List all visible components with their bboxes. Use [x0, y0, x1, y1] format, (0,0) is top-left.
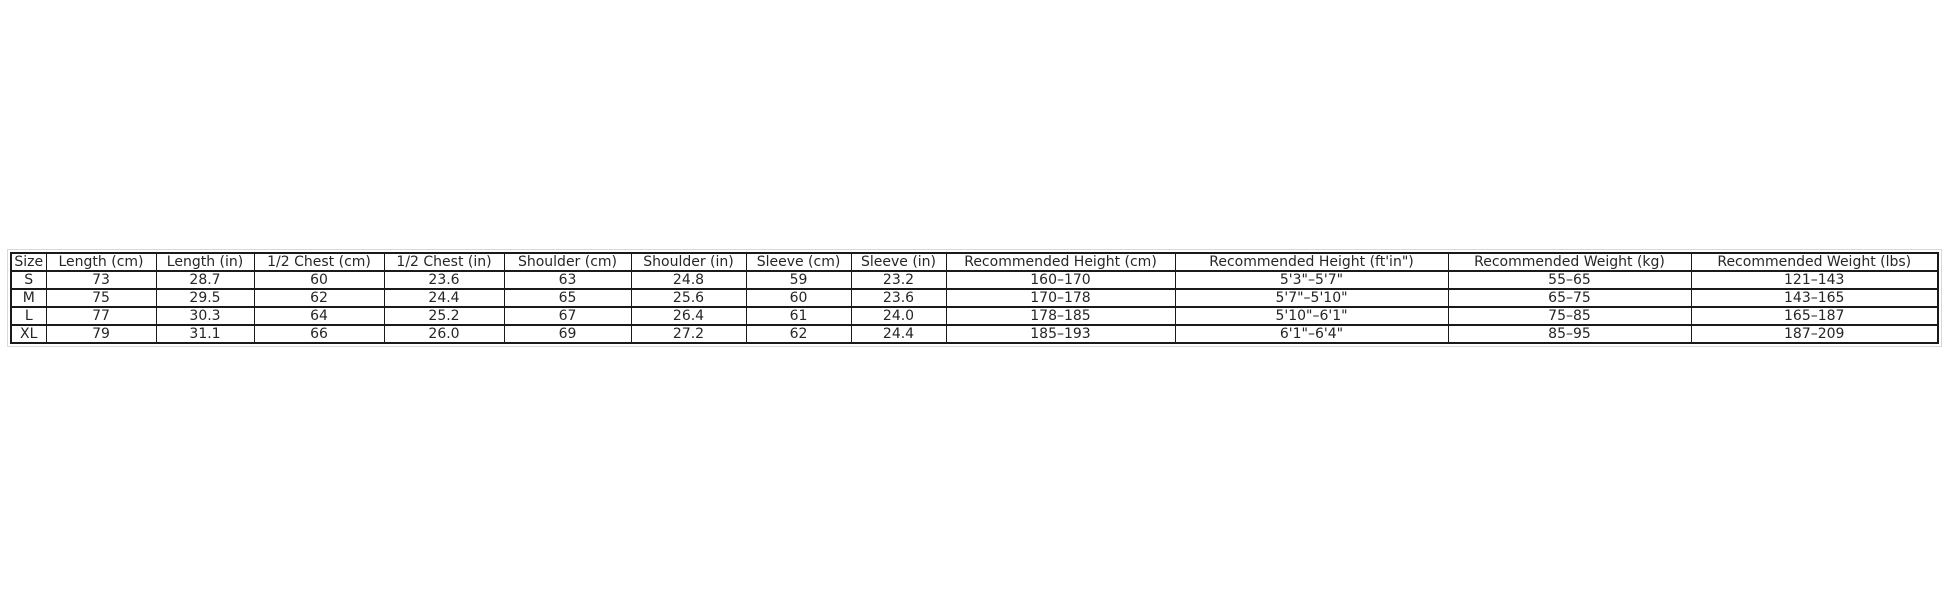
table-cell: 170–178: [945, 288, 1176, 308]
col-header-rec-weight-kg: Recommended Weight (kg): [1447, 252, 1692, 272]
table-cell: 62: [745, 324, 852, 344]
table-cell: 5'10"–6'1": [1174, 306, 1449, 326]
size-chart-table: Size Length (cm) Length (in) 1/2 Chest (…: [7, 249, 1942, 347]
table-cell: 28.7: [155, 270, 255, 290]
table-cell: 67: [503, 306, 632, 326]
table-cell: 62: [253, 288, 385, 308]
col-header-half-chest-cm: 1/2 Chest (cm): [253, 252, 385, 272]
table-row-size-m: M 75 29.5 62 24.4 65 25.6 60 23.6 170–17…: [10, 288, 1939, 308]
table-cell: 75–85: [1447, 306, 1692, 326]
table-cell: 24.0: [850, 306, 947, 326]
table-cell: 187–209: [1690, 324, 1939, 344]
table-cell: 29.5: [155, 288, 255, 308]
header-row: Size Length (cm) Length (in) 1/2 Chest (…: [10, 252, 1939, 272]
col-header-length-cm: Length (cm): [45, 252, 157, 272]
table-cell: 26.0: [383, 324, 505, 344]
table-cell: 6'1"–6'4": [1174, 324, 1449, 344]
table-cell: 23.6: [850, 288, 947, 308]
table-row-size-s: S 73 28.7 60 23.6 63 24.8 59 23.2 160–17…: [10, 270, 1939, 290]
table-cell: 160–170: [945, 270, 1176, 290]
col-header-rec-weight-lbs: Recommended Weight (lbs): [1690, 252, 1939, 272]
table-cell: 178–185: [945, 306, 1176, 326]
col-header-rec-height-ftin: Recommended Height (ft'in"): [1174, 252, 1449, 272]
table-cell: 143–165: [1690, 288, 1939, 308]
size-cell: XL: [10, 324, 47, 344]
table-cell: 5'7"–5'10": [1174, 288, 1449, 308]
table-cell: 55–65: [1447, 270, 1692, 290]
size-cell: S: [10, 270, 47, 290]
table-cell: 61: [745, 306, 852, 326]
table-cell: 25.2: [383, 306, 505, 326]
table-cell: 85–95: [1447, 324, 1692, 344]
table-cell: 65: [503, 288, 632, 308]
size-cell: L: [10, 306, 47, 326]
table-cell: 5'3"–5'7": [1174, 270, 1449, 290]
table-cell: 66: [253, 324, 385, 344]
table-cell: 23.6: [383, 270, 505, 290]
table-cell: 24.8: [630, 270, 747, 290]
col-header-size: Size: [10, 252, 47, 272]
col-header-shoulder-in: Shoulder (in): [630, 252, 747, 272]
table-cell: 24.4: [850, 324, 947, 344]
col-header-sleeve-in: Sleeve (in): [850, 252, 947, 272]
table-cell: 59: [745, 270, 852, 290]
col-header-rec-height-cm: Recommended Height (cm): [945, 252, 1176, 272]
table-cell: 75: [45, 288, 157, 308]
table-cell: 64: [253, 306, 385, 326]
table-cell: 65–75: [1447, 288, 1692, 308]
table-cell: 63: [503, 270, 632, 290]
table-cell: 60: [745, 288, 852, 308]
size-cell: M: [10, 288, 47, 308]
table-cell: 24.4: [383, 288, 505, 308]
table-cell: 165–187: [1690, 306, 1939, 326]
table-cell: 26.4: [630, 306, 747, 326]
table-row-size-xl: XL 79 31.1 66 26.0 69 27.2 62 24.4 185–1…: [10, 324, 1939, 344]
col-header-half-chest-in: 1/2 Chest (in): [383, 252, 505, 272]
table-cell: 77: [45, 306, 157, 326]
col-header-length-in: Length (in): [155, 252, 255, 272]
table-cell: 185–193: [945, 324, 1176, 344]
table-cell: 30.3: [155, 306, 255, 326]
table-cell: 69: [503, 324, 632, 344]
table-cell: 23.2: [850, 270, 947, 290]
table-row-size-l: L 77 30.3 64 25.2 67 26.4 61 24.0 178–18…: [10, 306, 1939, 326]
col-header-shoulder-cm: Shoulder (cm): [503, 252, 632, 272]
table-cell: 73: [45, 270, 157, 290]
table-cell: 121–143: [1690, 270, 1939, 290]
table-cell: 79: [45, 324, 157, 344]
col-header-sleeve-cm: Sleeve (cm): [745, 252, 852, 272]
table-cell: 25.6: [630, 288, 747, 308]
table-cell: 27.2: [630, 324, 747, 344]
table-cell: 60: [253, 270, 385, 290]
table-cell: 31.1: [155, 324, 255, 344]
